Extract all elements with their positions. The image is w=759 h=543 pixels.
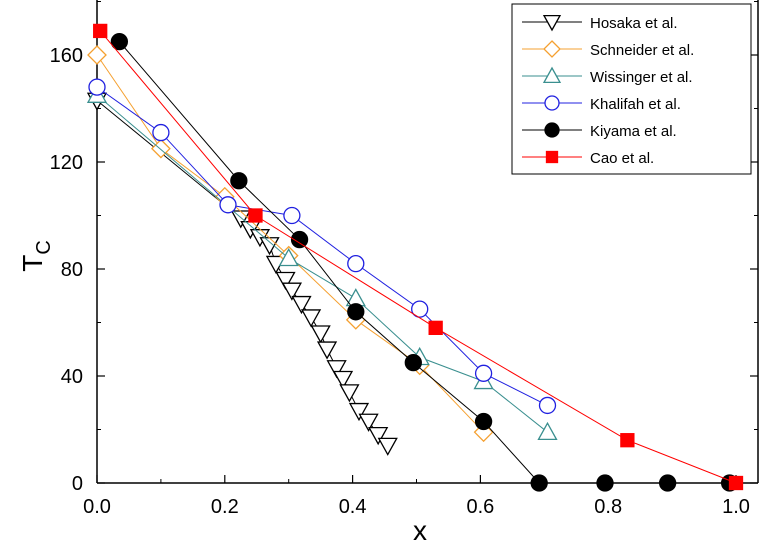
legend-item: Hosaka et al. (522, 14, 678, 32)
legend-item: Khalifah et al. (522, 95, 681, 113)
data-point (291, 295, 312, 315)
data-point (283, 206, 301, 225)
y-axis-label-main: T (17, 255, 48, 272)
data-point (278, 247, 299, 267)
x-tick-label: 1.0 (722, 496, 750, 518)
series-5 (93, 23, 744, 491)
data-point (290, 230, 309, 249)
series-0 (86, 92, 398, 456)
x-tick-label: 0.2 (211, 496, 239, 518)
data-point (310, 325, 331, 344)
legend-marker (545, 150, 559, 164)
series-line (96, 94, 548, 433)
data-point (88, 78, 106, 96)
y-tick-label: 40 (61, 366, 83, 388)
data-point (339, 384, 360, 403)
data-point (332, 370, 354, 390)
data-point (728, 475, 744, 491)
data-point (530, 474, 548, 492)
data-point (368, 426, 389, 446)
data-point (316, 341, 338, 360)
data-point (87, 45, 107, 65)
legend-marker (542, 66, 562, 84)
y-tick-label: 120 (50, 152, 83, 174)
legend-label: Wissinger et al. (590, 69, 693, 86)
legend-box (511, 3, 752, 175)
legend-marker (543, 40, 561, 58)
x-tick-label: 0.4 (339, 496, 367, 518)
legend-marker (544, 122, 560, 138)
data-point (358, 413, 379, 432)
data-point (428, 320, 443, 336)
data-point (326, 360, 347, 379)
data-point (347, 303, 365, 321)
data-point (537, 421, 558, 441)
data-point (93, 23, 108, 39)
data-point (219, 196, 237, 214)
data-point (658, 474, 677, 492)
y-axis-label: TC (17, 240, 55, 272)
data-point (404, 353, 422, 372)
data-point (348, 402, 370, 422)
legend-item: Kiyama et al. (522, 122, 677, 140)
series-line (96, 100, 389, 446)
legend: Hosaka et al. Schneider et al. Wissinger e… (511, 3, 752, 175)
series-layer (86, 23, 744, 492)
data-point (411, 300, 429, 318)
x-tick-label: 0.8 (594, 496, 622, 518)
data-point (275, 271, 296, 291)
series-line (118, 41, 730, 484)
y-tick-label: 0 (72, 473, 83, 495)
legend-label: Cao et al. (590, 150, 654, 167)
data-point (248, 208, 263, 223)
legend-label: Schneider et al. (590, 42, 694, 59)
data-point (620, 433, 635, 448)
legend-label: Khalifah et al. (590, 96, 681, 113)
legend-marker (544, 95, 560, 111)
data-point (474, 364, 493, 382)
y-tick-label: 160 (50, 45, 83, 67)
data-point (300, 309, 322, 328)
y-axis-ticks: 0 40 80 120 160 (50, 1, 758, 495)
y-tick-label: 80 (61, 259, 83, 281)
x-tick-label: 0.0 (83, 496, 111, 518)
x-axis-label: x (413, 515, 427, 543)
legend-item: Schneider et al. (522, 40, 694, 59)
data-point (259, 237, 280, 256)
series-1 (87, 45, 494, 443)
data-point (152, 123, 170, 142)
data-point (347, 254, 365, 273)
data-point (110, 32, 129, 51)
y-axis-label-subscript: C (33, 240, 55, 254)
series-line (96, 54, 484, 433)
data-point (377, 437, 398, 456)
x-tick-label: 0.6 (466, 496, 494, 518)
series-4 (110, 32, 739, 492)
data-point (538, 396, 557, 415)
data-point (474, 412, 493, 431)
legend-item: Wissinger et al. (522, 66, 693, 86)
series-3 (88, 78, 557, 415)
legend-item: Cao et al. (522, 150, 654, 167)
legend-label: Kiyama et al. (590, 123, 677, 140)
data-point (281, 282, 302, 301)
data-point (596, 474, 614, 492)
series-line (96, 86, 548, 406)
x-axis-ticks: 0.0 0.2 0.4 0.6 0.8 1.0 (83, 475, 750, 518)
legend-label: Hosaka et al. (590, 15, 678, 32)
legend-marker (542, 14, 562, 32)
y-axis-label-group: TC (17, 240, 55, 272)
data-point (230, 172, 248, 190)
